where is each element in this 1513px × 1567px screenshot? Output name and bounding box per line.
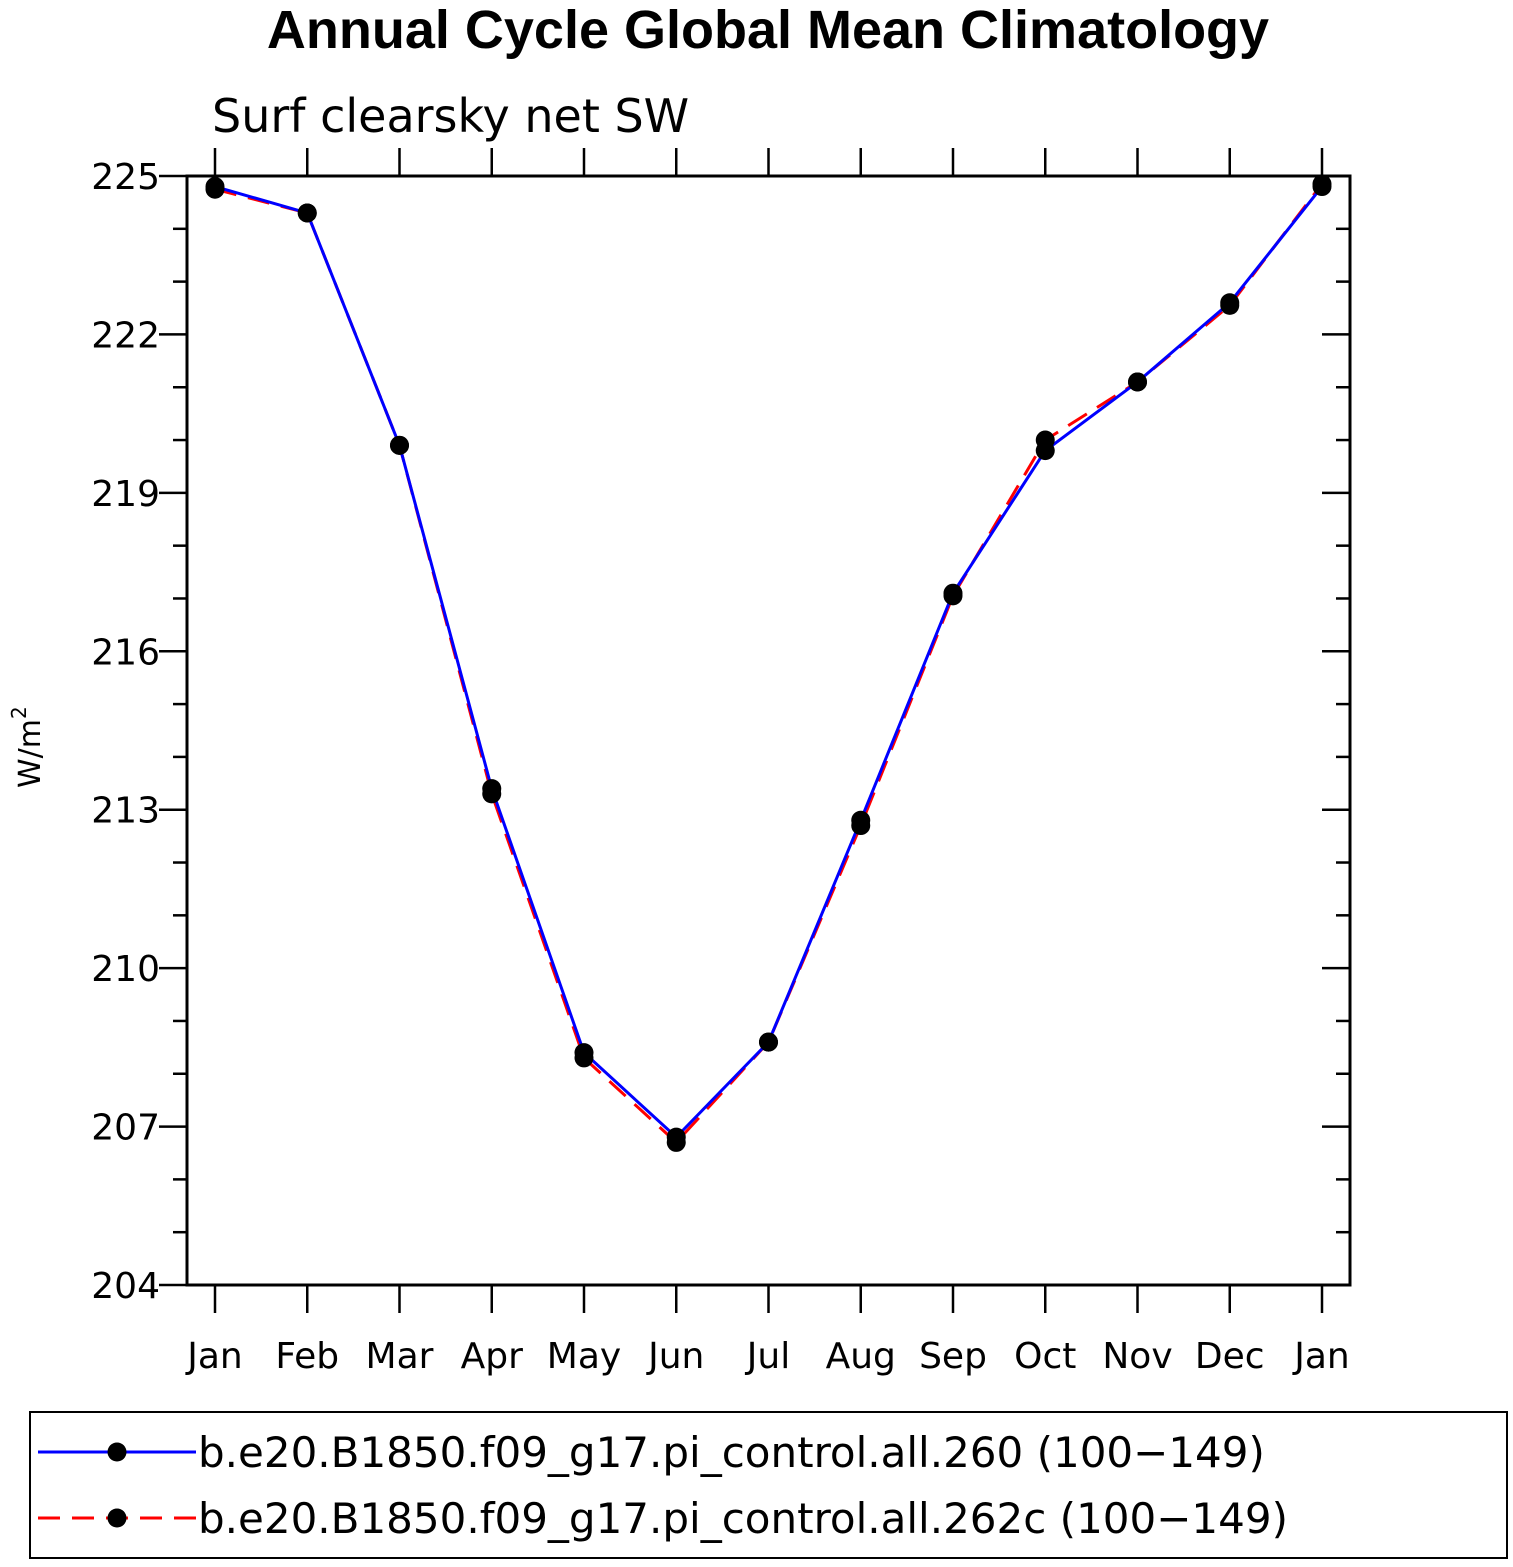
data-point-marker (759, 1032, 778, 1052)
x-tick-label: Jun (646, 1336, 704, 1377)
data-point-marker (205, 179, 225, 199)
data-point-marker (1312, 174, 1332, 194)
y-tick-label: 225 (91, 157, 160, 198)
legend-label: b.e20.B1850.f09_g17.pi_control.all.260 (… (198, 1428, 1265, 1477)
y-tick-label: 207 (91, 1108, 160, 1149)
data-point-marker (482, 784, 502, 804)
y-tick-label: 213 (91, 791, 160, 832)
data-point-marker (851, 816, 871, 836)
chart-subtitle: Surf clearsky net SW (212, 89, 689, 143)
x-tick-label: Jan (185, 1336, 243, 1377)
data-point-marker (574, 1048, 594, 1068)
y-tick-label: 222 (91, 315, 160, 356)
x-tick-label: Sep (919, 1336, 987, 1377)
y-tick-label: 219 (91, 474, 160, 515)
series-line (214, 185, 1324, 1140)
legend: b.e20.B1850.f09_g17.pi_control.all.260 (… (29, 1411, 1508, 1559)
y-axis-ticks: 204 207 210 213 216 219 222 225 (91, 157, 1350, 1307)
x-tick-label: Mar (366, 1336, 434, 1377)
x-tick-label: Jan (1292, 1336, 1350, 1377)
legend-label: b.e20.B1850.f09_g17.pi_control.all.262c … (198, 1494, 1288, 1543)
legend-box (29, 1411, 1508, 1559)
plot-area-border (185, 174, 1352, 1287)
data-point-marker (390, 435, 409, 455)
y-axis-label-superscript: 2 (7, 706, 31, 719)
series-layer (205, 174, 1332, 1152)
y-tick-label: 216 (91, 632, 160, 673)
data-point-marker (943, 586, 963, 606)
data-point-marker (1128, 372, 1147, 392)
x-tick-label: May (547, 1336, 621, 1377)
x-tick-label: Jul (745, 1336, 790, 1377)
data-point-marker (1035, 430, 1055, 450)
y-axis-label: W/m2 (7, 706, 48, 788)
data-point-marker (1220, 295, 1240, 315)
x-tick-label: Feb (275, 1336, 339, 1377)
chart-title: Annual Cycle Global Mean Climatology (267, 0, 1269, 60)
data-point-marker (666, 1132, 686, 1152)
x-tick-label: Aug (826, 1336, 896, 1377)
series-line (214, 183, 1324, 1145)
x-tick-label: Apr (461, 1336, 523, 1377)
legend-marker (107, 1508, 127, 1528)
x-axis-ticks: Jan Feb Mar Apr May Jun Jul Aug Sep Oct Nov Dec Jan (185, 148, 1350, 1377)
legend-marker (107, 1442, 127, 1462)
plot-frame (185, 174, 1352, 1287)
x-tick-label: Nov (1102, 1336, 1172, 1377)
y-tick-label: 204 (91, 1266, 160, 1307)
x-tick-label: Oct (1014, 1336, 1076, 1377)
data-point-marker (297, 203, 317, 223)
y-axis-label-unit: W/m (13, 719, 48, 788)
x-tick-label: Dec (1195, 1336, 1265, 1377)
y-tick-label: 210 (91, 949, 160, 990)
